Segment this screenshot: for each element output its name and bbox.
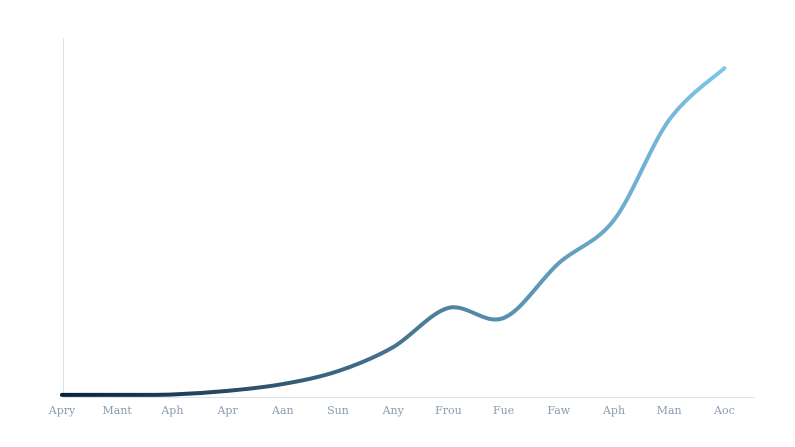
x-tick-label: Fue [493,404,514,417]
x-tick-label: Mant [103,404,133,417]
x-tick-label: Frou [435,404,462,417]
x-tick-label: Aph [160,404,183,417]
x-tick-label: Man [657,404,682,417]
x-tick-label: Sun [327,404,349,417]
x-tick-label: Aoc [713,404,735,417]
data-line [60,66,727,397]
x-tick-label: Apr [216,404,238,417]
x-tick-label: Any [382,404,405,417]
x-tick-label: Aph [602,404,625,417]
x-tick-label: Apry [48,404,76,417]
x-tick-label: Aan [271,404,294,417]
x-tick-label: Faw [547,404,570,417]
